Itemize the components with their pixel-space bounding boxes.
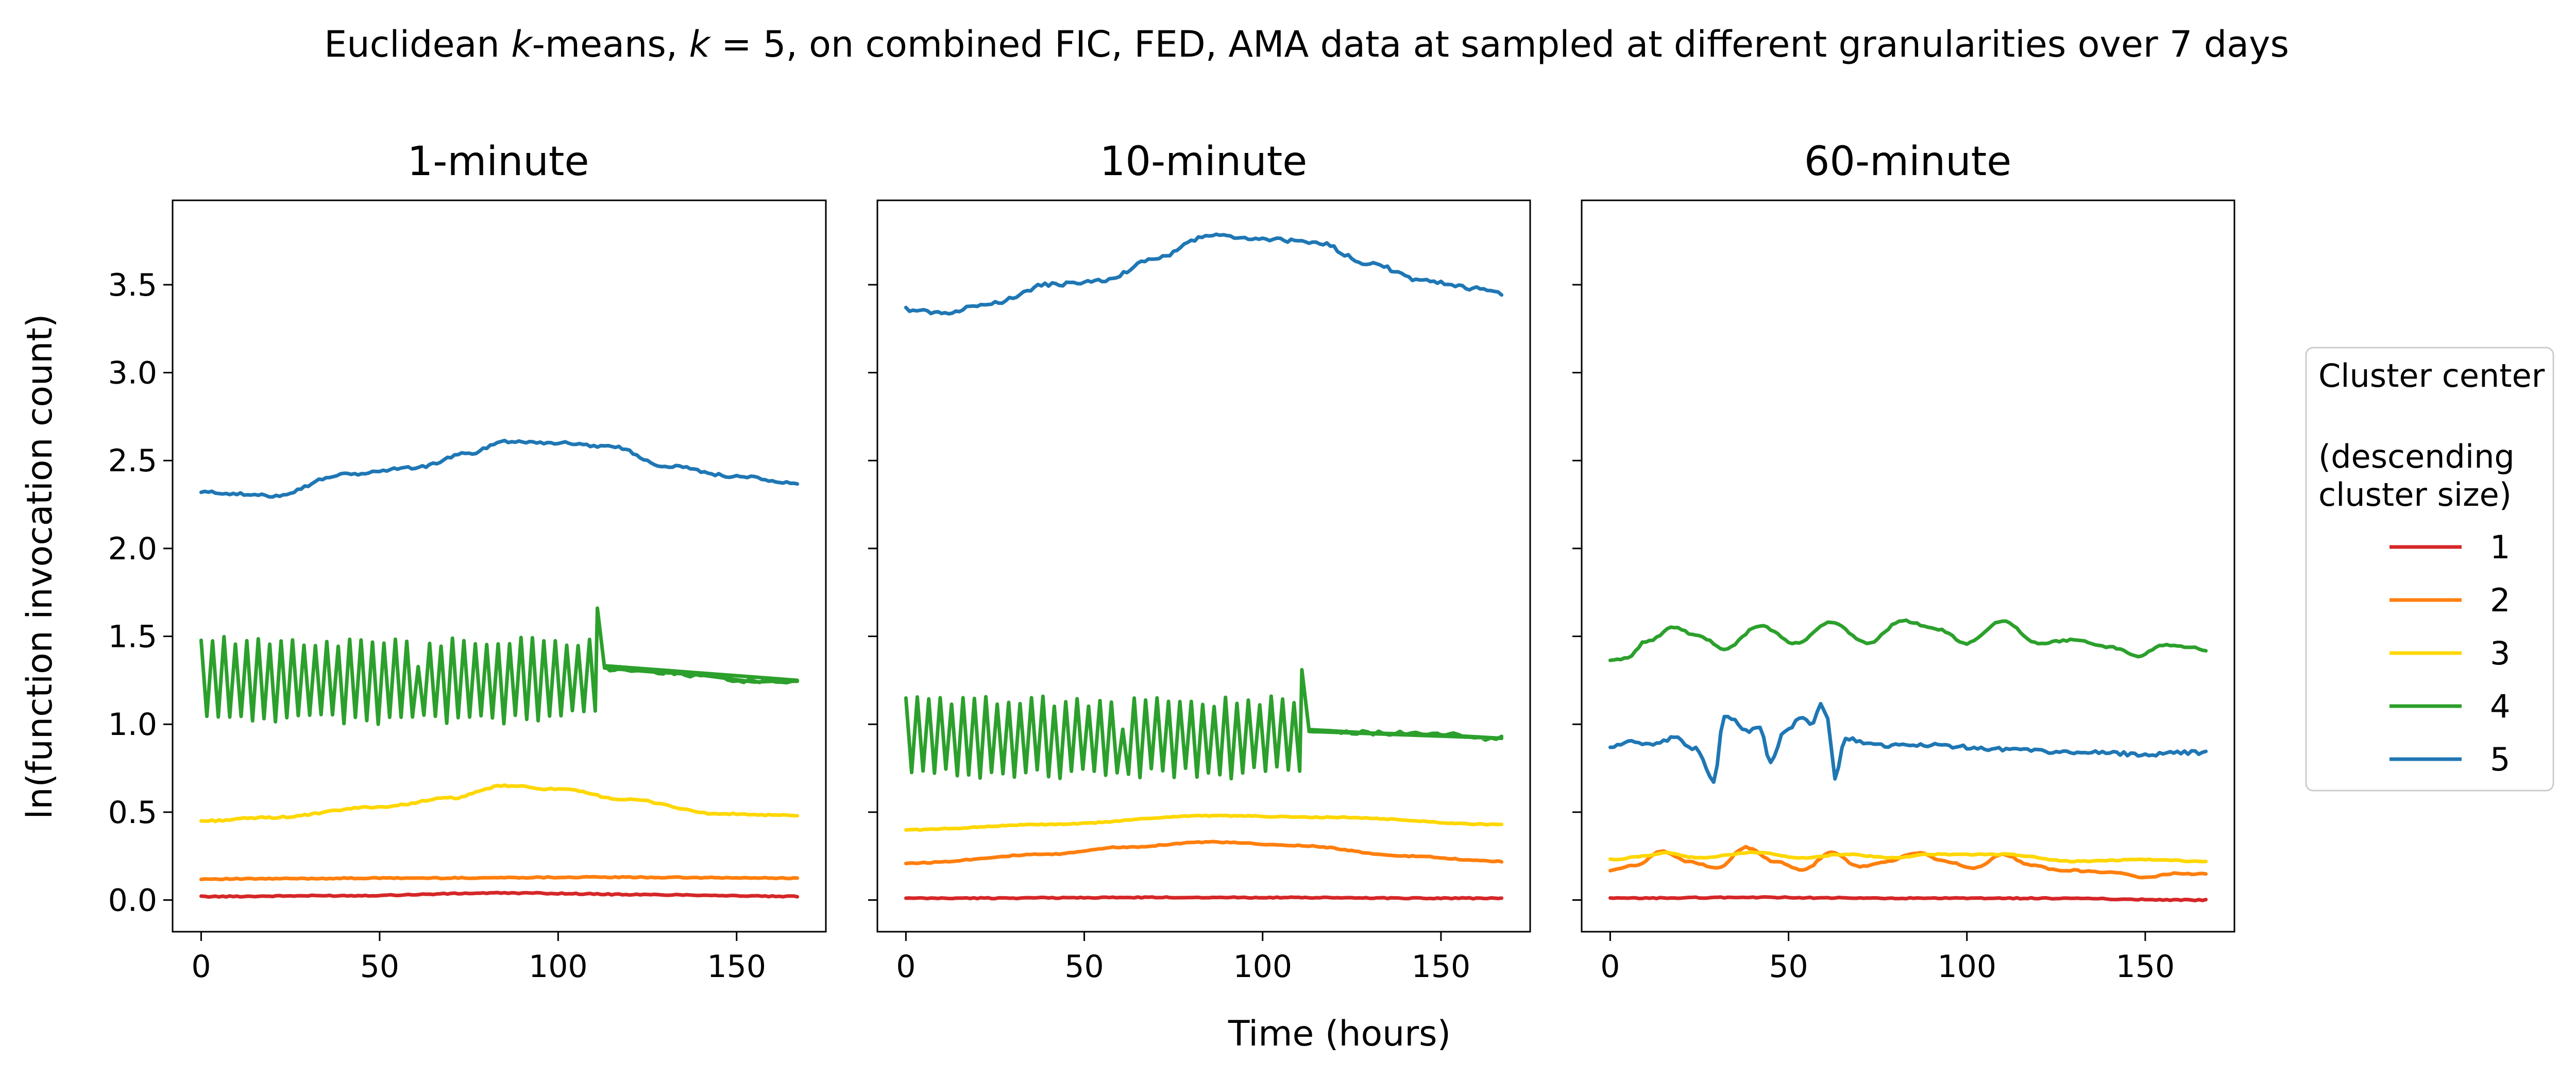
panel-3-xticks: 0 50 100 150	[1600, 932, 2175, 985]
legend: Cluster center (descending cluster size)…	[2305, 347, 2554, 792]
legend-label-5: 5	[2490, 741, 2510, 778]
x-tick-label: 100	[1937, 949, 1996, 985]
x-tick-label: 50	[1064, 949, 1104, 985]
panel-1-series-2-line	[199, 875, 800, 881]
y-tick-label: 3.0	[108, 355, 157, 391]
panel-2: 10-minute 0 50 100 150	[868, 139, 1531, 985]
panel-1: 1-minute 0 50 100 150 0.0 0.5 1.0 1.5 2.0 2.5 3.0…	[108, 139, 827, 985]
y-tick-label: 0.0	[108, 883, 157, 919]
panel-3: 60-minute 0 50 100 150	[1572, 139, 2235, 985]
x-tick-label: 100	[529, 949, 588, 985]
panel-2-series-3-line	[904, 813, 1504, 832]
panel-2-xticks: 0 50 100 150	[896, 932, 1470, 985]
panel-3-series-5-line	[1608, 701, 2208, 784]
y-tick-label: 2.5	[108, 443, 157, 479]
panel-2-series-5-line	[904, 232, 1504, 316]
legend-title-line-1: Cluster center	[2318, 357, 2545, 395]
y-tick-label: 0.5	[108, 795, 157, 831]
panel-3-title: 60-minute	[1804, 139, 2012, 185]
x-tick-label: 100	[1233, 949, 1292, 985]
x-tick-label: 150	[2116, 949, 2175, 985]
x-tick-label: 0	[191, 949, 211, 985]
y-tick-label: 1.0	[108, 707, 157, 743]
panel-1-xticks: 0 50 100 150	[191, 932, 766, 985]
panel-2-series-4-line	[904, 667, 1504, 781]
panel-3-series-2-line	[1608, 845, 2208, 880]
panel-1-series-5-line	[199, 438, 800, 499]
panel-1-frame	[172, 199, 827, 933]
legend-label-4: 4	[2490, 688, 2510, 725]
panel-2-frame	[876, 199, 1531, 933]
x-axis-label: Time (hours)	[1228, 1014, 1451, 1054]
y-tick-label: 3.5	[108, 267, 157, 303]
panel-2-series-2-line	[904, 840, 1504, 866]
x-tick-label: 150	[1412, 949, 1471, 985]
panel-1-series-3-line	[199, 783, 800, 824]
panel-3-series-3-line	[1608, 850, 2208, 864]
panel-1-series-4-line	[199, 606, 800, 726]
panel-3-yticks	[1572, 284, 1582, 901]
panel-1-yticks: 0.0 0.5 1.0 1.5 2.0 2.5 3.0 3.5	[108, 267, 173, 919]
panel-1-series-1-line	[199, 890, 800, 899]
legend-title-line-3: cluster size)	[2318, 476, 2512, 513]
legend-title-line-2: (descending	[2318, 438, 2515, 475]
x-tick-label: 0	[896, 949, 916, 985]
panel-2-lines	[904, 232, 1504, 901]
panel-3-series-4-line	[1608, 618, 2208, 662]
x-tick-label: 150	[707, 949, 767, 985]
panel-2-series-1-line	[904, 895, 1504, 901]
legend-label-1: 1	[2490, 528, 2510, 566]
x-tick-label: 50	[1769, 949, 1808, 985]
panel-3-series-1-line	[1608, 895, 2208, 902]
legend-entries: 1 2 3 4 5	[2389, 528, 2510, 778]
x-tick-label: 50	[360, 949, 399, 985]
panel-3-frame	[1581, 199, 2235, 933]
legend-box	[2305, 347, 2554, 792]
panel-3-lines	[1608, 618, 2208, 902]
panel-2-title: 10-minute	[1100, 139, 1308, 185]
y-tick-label: 1.5	[108, 619, 157, 655]
panel-2-yticks	[868, 284, 877, 901]
panel-1-title: 1-minute	[408, 139, 589, 185]
legend-label-2: 2	[2490, 581, 2510, 619]
panel-1-lines	[199, 438, 800, 899]
x-tick-label: 0	[1600, 949, 1620, 985]
legend-label-3: 3	[2490, 635, 2510, 672]
figure-title: Euclidean k-means, k = 5, on combined FI…	[324, 23, 2289, 65]
y-axis-label: ln(function invocation count)	[20, 314, 60, 819]
y-tick-label: 2.0	[108, 531, 157, 567]
